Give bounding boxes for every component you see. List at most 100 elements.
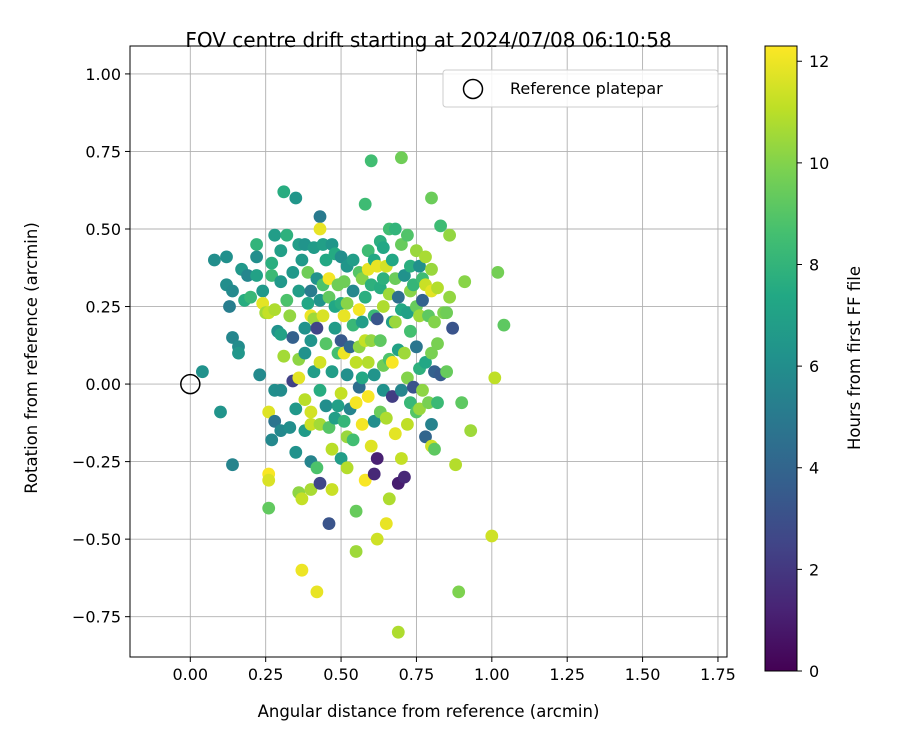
data-point bbox=[382, 492, 396, 506]
data-point bbox=[361, 390, 375, 403]
data-point bbox=[349, 356, 363, 369]
data-point bbox=[340, 461, 354, 475]
data-point bbox=[364, 154, 378, 168]
data-point bbox=[391, 290, 405, 304]
data-point bbox=[325, 442, 339, 456]
data-point bbox=[416, 383, 429, 397]
data-point bbox=[419, 356, 432, 369]
data-point bbox=[370, 532, 384, 546]
data-point bbox=[304, 405, 318, 419]
data-point bbox=[283, 421, 297, 434]
data-point bbox=[349, 504, 363, 518]
data-point bbox=[346, 433, 360, 447]
data-point bbox=[346, 253, 360, 267]
data-point bbox=[395, 383, 408, 397]
data-point bbox=[274, 244, 288, 258]
data-point bbox=[334, 452, 348, 465]
reference-point-marker bbox=[180, 373, 201, 395]
data-point bbox=[376, 241, 390, 255]
data-point bbox=[416, 293, 429, 307]
data-point bbox=[355, 315, 369, 329]
data-point bbox=[310, 461, 324, 475]
data-point bbox=[373, 334, 387, 347]
data-point bbox=[398, 269, 411, 282]
data-point bbox=[241, 269, 255, 282]
data-point bbox=[313, 383, 327, 397]
data-point bbox=[253, 368, 267, 382]
data-point bbox=[274, 275, 288, 289]
y-tick-label: −0.75 bbox=[72, 608, 121, 627]
data-point bbox=[322, 290, 336, 304]
data-point bbox=[443, 290, 456, 304]
data-point bbox=[358, 473, 372, 487]
x-tick-label: 1.50 bbox=[625, 665, 661, 684]
data-point bbox=[404, 259, 417, 273]
data-point bbox=[232, 346, 245, 360]
data-point bbox=[319, 253, 333, 267]
data-point bbox=[322, 272, 336, 285]
y-tick-label: −0.25 bbox=[72, 453, 121, 472]
data-point bbox=[401, 228, 414, 242]
data-point bbox=[434, 219, 447, 233]
data-point bbox=[307, 365, 321, 379]
data-point bbox=[446, 321, 459, 335]
data-point bbox=[361, 356, 375, 369]
colorbar-tick-label: 10 bbox=[809, 154, 829, 173]
data-point bbox=[313, 222, 327, 236]
data-point bbox=[268, 228, 282, 242]
data-point bbox=[319, 399, 333, 413]
data-point bbox=[214, 405, 227, 419]
data-point bbox=[376, 383, 390, 397]
x-tick-label: 0.50 bbox=[323, 665, 359, 684]
data-point bbox=[313, 476, 327, 490]
data-point bbox=[367, 368, 381, 382]
data-point bbox=[262, 405, 276, 419]
data-point bbox=[226, 284, 239, 298]
data-point bbox=[370, 259, 384, 273]
colorbar-tick-label: 4 bbox=[809, 459, 819, 478]
colorbar-gradient bbox=[764, 45, 798, 672]
data-point bbox=[497, 318, 511, 332]
data-point bbox=[304, 483, 318, 496]
data-point bbox=[304, 334, 318, 347]
data-point bbox=[295, 563, 309, 577]
data-point bbox=[265, 433, 279, 447]
data-point bbox=[419, 250, 432, 264]
data-point bbox=[325, 365, 339, 379]
data-point bbox=[395, 151, 408, 165]
data-point bbox=[413, 259, 426, 273]
data-point bbox=[250, 238, 263, 251]
data-point bbox=[280, 228, 294, 242]
chart-title: FOV centre drift starting at 2024/07/08 … bbox=[185, 28, 671, 52]
data-point bbox=[404, 324, 417, 338]
data-point bbox=[304, 418, 318, 431]
data-point bbox=[410, 340, 423, 354]
data-point bbox=[395, 238, 408, 251]
data-point bbox=[226, 458, 239, 472]
y-tick-label: −0.50 bbox=[72, 530, 121, 549]
data-point bbox=[346, 284, 360, 298]
data-point bbox=[355, 371, 369, 385]
data-point bbox=[398, 346, 411, 360]
data-point bbox=[379, 517, 393, 530]
data-point bbox=[488, 371, 502, 385]
data-point bbox=[304, 284, 318, 298]
data-point bbox=[364, 334, 378, 347]
data-point bbox=[355, 272, 369, 285]
data-point bbox=[379, 411, 393, 425]
data-point bbox=[425, 346, 438, 360]
data-point bbox=[196, 365, 209, 379]
data-point bbox=[343, 340, 357, 354]
data-point bbox=[385, 253, 399, 267]
colorbar-label: Hours from first FF file bbox=[845, 266, 864, 450]
data-point bbox=[298, 321, 312, 335]
data-point bbox=[289, 191, 303, 205]
x-tick-label: 0.25 bbox=[248, 665, 284, 684]
data-point bbox=[376, 300, 390, 313]
data-point bbox=[349, 396, 363, 410]
data-point bbox=[401, 306, 414, 320]
y-tick-label: 0.25 bbox=[85, 298, 121, 317]
data-point bbox=[331, 399, 345, 413]
data-point bbox=[223, 300, 236, 313]
data-point bbox=[250, 250, 263, 264]
